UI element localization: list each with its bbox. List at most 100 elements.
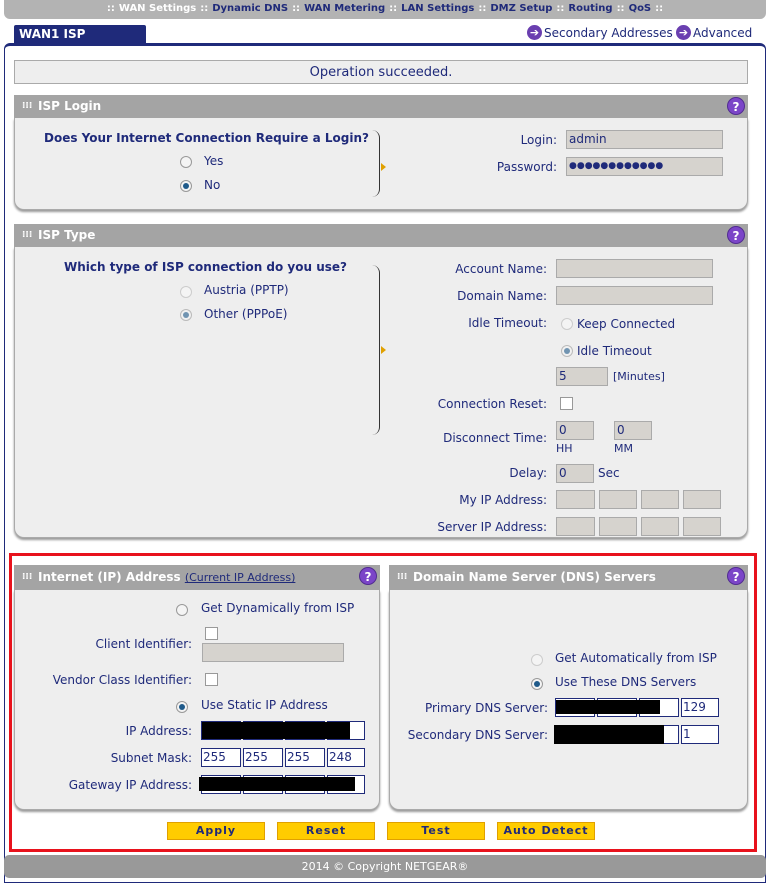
section-title: ISP Login: [38, 99, 102, 113]
gateway-label: Gateway IP Address:: [68, 778, 192, 792]
login-input[interactable]: admin: [566, 130, 723, 149]
subnet-octet-2[interactable]: 255: [243, 748, 283, 767]
redaction: [202, 722, 350, 739]
client-identifier-checkbox[interactable]: [205, 627, 218, 640]
login-no-label: No: [204, 178, 221, 192]
isp-login-section: ⁞⁞⁞ ISP Login?: [14, 95, 748, 210]
login-question: Does Your Internet Connection Require a …: [44, 131, 369, 145]
help-icon[interactable]: ?: [727, 567, 745, 585]
client-identifier-input[interactable]: [202, 643, 344, 662]
subnet-octet-4[interactable]: 248: [327, 748, 365, 767]
disconnect-hh-input[interactable]: 0: [556, 421, 594, 440]
vendor-class-label: Vendor Class Identifier:: [52, 673, 192, 687]
connection-reset-checkbox[interactable]: [560, 397, 573, 410]
grip-icon: ⁞⁞⁞: [22, 230, 33, 240]
advanced-link[interactable]: ➔ Advanced: [676, 25, 752, 40]
get-dynamically-radio[interactable]: [176, 604, 188, 616]
server-ip-label: Server IP Address:: [437, 520, 547, 534]
nav-dmz-setup[interactable]: DMZ Setup: [490, 3, 553, 14]
top-nav: :: WAN Settings:: Dynamic DNS:: WAN Meterin…: [4, 0, 766, 19]
austria-pptp-label: Austria (PPTP): [204, 283, 289, 297]
grip-icon: ⁞⁞⁞: [22, 572, 33, 582]
other-pppoe-radio[interactable]: [180, 309, 192, 321]
hh-label: HH: [556, 442, 573, 455]
help-icon[interactable]: ?: [727, 226, 745, 244]
arrow-icon: [381, 163, 386, 171]
grip-icon: ⁞⁞⁞: [397, 572, 408, 582]
current-ip-link[interactable]: (Current IP Address): [184, 571, 296, 584]
ip-address-label: IP Address:: [125, 724, 192, 738]
connection-reset-label: Connection Reset:: [437, 397, 547, 411]
my-ip-octet-1[interactable]: [556, 490, 595, 509]
use-static-ip-radio[interactable]: [176, 701, 188, 713]
page-title: WAN1 ISP Settings: [14, 25, 146, 59]
my-ip-label: My IP Address:: [459, 493, 547, 507]
login-no-radio[interactable]: [180, 180, 192, 192]
help-icon[interactable]: ?: [727, 97, 745, 115]
status-message: Operation succeeded.: [14, 60, 748, 84]
subnet-octet-1[interactable]: 255: [201, 748, 241, 767]
delay-input[interactable]: 0: [556, 464, 594, 483]
get-dynamically-label: Get Dynamically from ISP: [201, 601, 355, 615]
primary-dns-label: Primary DNS Server:: [424, 701, 548, 715]
subnet-octet-3[interactable]: 255: [285, 748, 325, 767]
domain-name-input[interactable]: [556, 286, 713, 305]
login-label: Login:: [520, 133, 557, 147]
other-pppoe-label: Other (PPPoE): [204, 307, 288, 321]
disconnect-mm-input[interactable]: 0: [614, 421, 652, 440]
redaction: [199, 777, 355, 791]
bracket: [372, 265, 380, 435]
subnet-mask-label: Subnet Mask:: [110, 751, 192, 765]
minutes-unit: [Minutes]: [613, 370, 665, 383]
my-ip-octet-3[interactable]: [641, 490, 679, 509]
nav-dynamic-dns[interactable]: Dynamic DNS: [212, 3, 289, 14]
nav-lan-settings[interactable]: LAN Settings: [401, 3, 475, 14]
dns-use-label: Use These DNS Servers: [555, 675, 697, 689]
nav-qos[interactable]: QoS: [628, 3, 652, 14]
my-ip-octet-2[interactable]: [599, 490, 637, 509]
dns-auto-radio[interactable]: [531, 654, 543, 666]
nav-wan-metering[interactable]: WAN Metering: [304, 3, 386, 14]
highlight-box: [9, 553, 757, 852]
apply-button[interactable]: Apply: [167, 822, 265, 840]
auto-detect-button[interactable]: Auto Detect: [497, 822, 595, 840]
password-input[interactable]: ●●●●●●●●●●●●: [566, 157, 723, 176]
test-button[interactable]: Test: [387, 822, 485, 840]
advanced-label: Advanced: [693, 25, 753, 40]
secondary-addresses-link[interactable]: ➔ Secondary Addresses: [527, 25, 673, 40]
nav-wan-settings[interactable]: WAN Settings: [118, 3, 197, 14]
idle-timeout-option-label: Idle Timeout: [577, 344, 652, 358]
domain-name-label: Domain Name:: [457, 289, 547, 303]
nav-routing[interactable]: Routing: [568, 3, 613, 14]
primary-dns-octet-4[interactable]: 129: [681, 698, 719, 717]
delay-label: Delay:: [509, 466, 547, 480]
redaction: [554, 725, 664, 744]
idle-timeout-radio[interactable]: [561, 345, 573, 357]
dns-auto-label: Get Automatically from ISP: [555, 651, 717, 665]
mm-label: MM: [614, 442, 633, 455]
password-label: Password:: [496, 160, 557, 174]
reset-button[interactable]: Reset: [277, 822, 375, 840]
secondary-dns-label: Secondary DNS Server:: [407, 728, 548, 742]
server-ip-octet-2[interactable]: [599, 517, 637, 536]
server-ip-octet-4[interactable]: [683, 517, 721, 536]
grip-icon: ⁞⁞⁞: [22, 101, 33, 111]
bracket: [372, 130, 380, 197]
help-icon[interactable]: ?: [359, 567, 377, 585]
austria-pptp-radio[interactable]: [180, 286, 192, 298]
arrow-right-icon: ➔: [676, 25, 691, 40]
keep-connected-radio[interactable]: [561, 318, 573, 330]
account-name-input[interactable]: [556, 259, 713, 278]
dns-use-radio[interactable]: [531, 678, 543, 690]
isp-type-question: Which type of ISP connection do you use?: [64, 260, 348, 274]
server-ip-octet-3[interactable]: [641, 517, 679, 536]
idle-minutes-input[interactable]: 5: [556, 367, 608, 386]
secondary-dns-octet-4[interactable]: 1: [681, 725, 719, 744]
disconnect-time-label: Disconnect Time:: [443, 431, 547, 445]
login-yes-radio[interactable]: [180, 156, 192, 168]
server-ip-octet-1[interactable]: [556, 517, 595, 536]
vendor-class-checkbox[interactable]: [205, 673, 218, 686]
arrow-right-icon: ➔: [527, 25, 542, 40]
arrow-icon: [381, 346, 386, 354]
my-ip-octet-4[interactable]: [683, 490, 721, 509]
